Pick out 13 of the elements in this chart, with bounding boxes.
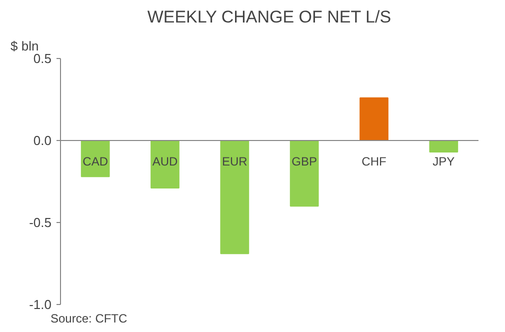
x-tick-label: CHF [362,154,386,168]
y-tick-label: -1.0 [29,297,52,312]
x-tick-label: CAD [82,154,108,168]
x-tick-label: EUR [222,154,248,168]
source-note: Source: CFTC [50,312,128,326]
x-tick-label: GBP [292,154,318,168]
y-tick-label: -0.5 [29,215,52,230]
chart-title: WEEKLY CHANGE OF NET L/S [147,8,392,26]
x-tick-label: AUD [152,154,178,168]
y-tick-label: 0.5 [33,51,52,66]
y-axis-title: $ bln [10,38,39,54]
x-tick-label: JPY [432,154,455,168]
y-tick-label: 0.0 [33,133,52,148]
